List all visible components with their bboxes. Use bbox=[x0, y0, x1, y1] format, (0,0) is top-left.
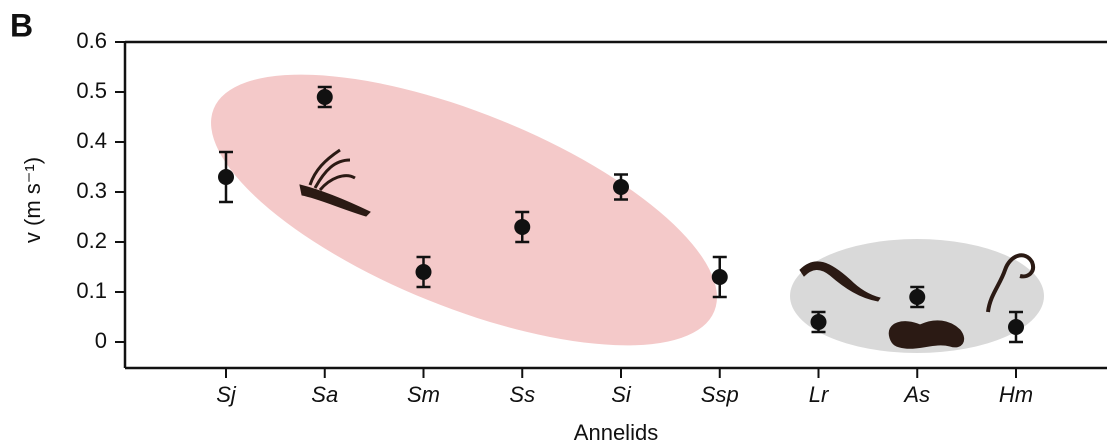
y-tick-label: 0.4 bbox=[76, 128, 107, 153]
panel-label: B bbox=[10, 7, 33, 43]
x-axis-title: Annelids bbox=[574, 420, 658, 445]
point bbox=[218, 169, 234, 185]
worm-icon bbox=[986, 253, 1035, 313]
y-tick-label: 0.2 bbox=[76, 228, 107, 253]
point bbox=[613, 179, 629, 195]
x-tick-label: Sa bbox=[311, 382, 338, 407]
y-tick-label: 0 bbox=[95, 328, 107, 353]
worm-icon bbox=[888, 320, 965, 349]
x-tick-label: Lr bbox=[809, 382, 830, 407]
x-tick-label: Ss bbox=[509, 382, 535, 407]
point bbox=[514, 219, 531, 235]
point bbox=[810, 314, 827, 330]
worm-icon bbox=[299, 184, 371, 217]
y-tick-label: 0.6 bbox=[76, 28, 107, 53]
x-tick-label: Sj bbox=[216, 382, 237, 407]
point bbox=[415, 264, 432, 280]
worm-icons bbox=[299, 148, 1035, 349]
y-axis-title: v (m s⁻¹) bbox=[20, 157, 45, 243]
worm-icon bbox=[308, 148, 356, 191]
x-tick-label: Ssp bbox=[701, 382, 739, 407]
x-tick-label: Si bbox=[611, 382, 632, 407]
y-tick-label: 0.5 bbox=[76, 78, 107, 103]
x-tick-label: As bbox=[902, 382, 930, 407]
group-ellipse bbox=[211, 74, 717, 346]
point bbox=[909, 289, 926, 305]
point bbox=[711, 269, 728, 285]
worm-icon bbox=[799, 261, 881, 302]
point bbox=[1008, 319, 1024, 335]
x-tick-label: Sm bbox=[407, 382, 440, 407]
y-tick-label: 0.1 bbox=[76, 278, 107, 303]
x-tick-label: Hm bbox=[999, 382, 1033, 407]
y-tick-label: 0.3 bbox=[76, 178, 107, 203]
point bbox=[316, 89, 333, 105]
